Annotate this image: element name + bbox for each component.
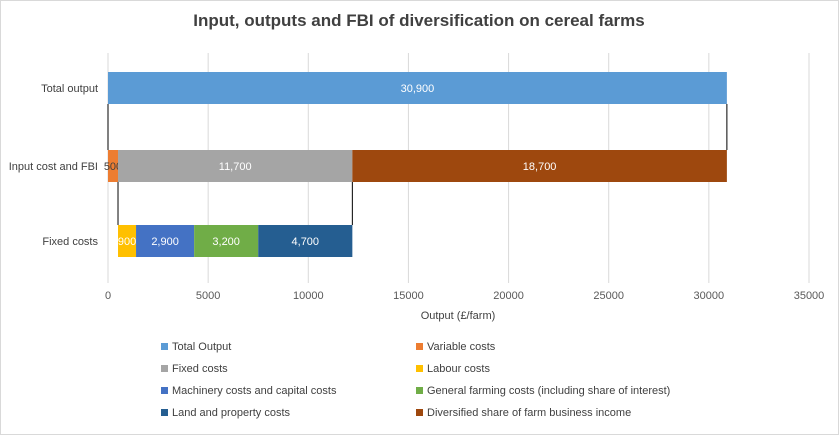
chart-title: Input, outputs and FBI of diversificatio… xyxy=(193,11,645,30)
x-tick-label: 35000 xyxy=(794,290,825,302)
data-label: 30,900 xyxy=(401,83,435,95)
bar-machinery-costs-and-capital-costs xyxy=(136,225,195,257)
x-tick-label: 10000 xyxy=(293,290,324,302)
legend-item: Machinery costs and capital costs xyxy=(161,385,337,397)
category-labels: Total output Input cost and FBI Fixed cost… xyxy=(9,83,99,248)
x-tick-label: 15000 xyxy=(393,290,424,302)
x-tick-label: 5000 xyxy=(196,290,220,302)
legend-swatch xyxy=(161,409,168,416)
bar-variable-costs xyxy=(108,150,119,182)
legend-swatch xyxy=(416,409,423,416)
category-label: Total output xyxy=(41,83,98,95)
legend-swatch xyxy=(161,387,168,394)
data-label: 18,700 xyxy=(523,161,557,173)
bar-diversified-share-of-farm-business-income xyxy=(352,150,727,182)
data-label: 900 xyxy=(118,236,136,248)
x-tick-labels: 0 5000 10000 15000 20000 25000 30000 35000 xyxy=(105,290,824,302)
legend-item: General farming costs (including share o… xyxy=(416,385,670,397)
legend-label: Machinery costs and capital costs xyxy=(172,385,337,397)
category-label: Fixed costs xyxy=(42,236,98,248)
data-label: 11,700 xyxy=(219,161,252,173)
legend-label: Total Output xyxy=(172,341,231,353)
x-axis-title: Output (£/farm) xyxy=(421,310,496,322)
legend-label: Land and property costs xyxy=(172,407,291,419)
bar-general-farming-costs-including-share-of-interest xyxy=(194,225,259,257)
legend-label: Variable costs xyxy=(427,341,496,353)
category-label: Input cost and FBI xyxy=(9,161,98,173)
x-tick-label: 25000 xyxy=(593,290,624,302)
x-tick-label: 20000 xyxy=(493,290,524,302)
legend-item: Diversified share of farm business incom… xyxy=(416,407,631,419)
legend-swatch xyxy=(161,365,168,372)
x-tick-label: 0 xyxy=(105,290,111,302)
data-label: 2,900 xyxy=(151,236,179,248)
legend-item: Land and property costs xyxy=(161,407,291,419)
legend-swatch xyxy=(416,343,423,350)
connector-lines xyxy=(107,104,728,225)
bar-labour-costs xyxy=(118,225,137,257)
data-label: 500 xyxy=(104,161,122,173)
legend-label: General farming costs (including share o… xyxy=(427,385,670,397)
bar-total-output xyxy=(108,72,727,104)
legend-label: Fixed costs xyxy=(172,363,228,375)
data-label: 4,700 xyxy=(292,236,320,248)
legend-item: Labour costs xyxy=(416,363,490,375)
bar-fixed-costs xyxy=(118,150,353,182)
legend-item: Variable costs xyxy=(416,341,496,353)
legend-item: Total Output xyxy=(161,341,231,353)
data-label: 3,200 xyxy=(212,236,240,248)
legend: Total Output Variable costs Fixed costs Lab… xyxy=(161,341,670,419)
bar-land-and-property-costs xyxy=(258,225,353,257)
legend-swatch xyxy=(416,387,423,394)
bars: 30,900 500 11,700 18,700 900 2,900 3,200 4,700 xyxy=(104,72,727,257)
x-tick-label: 30000 xyxy=(694,290,725,302)
legend-label: Diversified share of farm business incom… xyxy=(427,407,631,419)
legend-swatch xyxy=(161,343,168,350)
legend-swatch xyxy=(416,365,423,372)
legend-label: Labour costs xyxy=(427,363,490,375)
legend-item: Fixed costs xyxy=(161,363,228,375)
